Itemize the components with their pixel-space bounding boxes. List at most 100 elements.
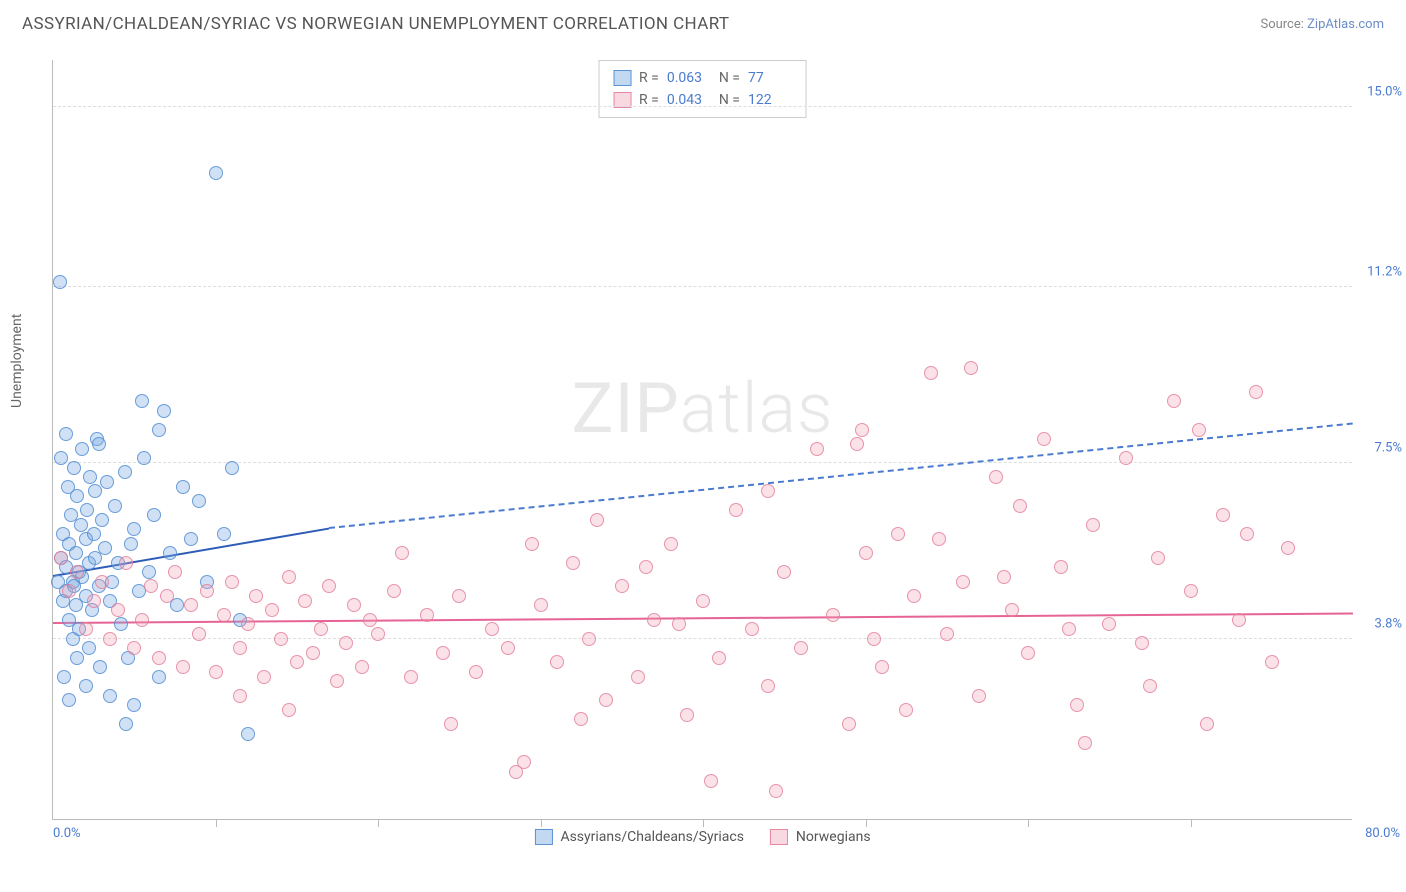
data-point — [599, 693, 613, 707]
data-point — [875, 660, 889, 674]
data-point — [163, 546, 177, 560]
data-point — [1102, 617, 1116, 631]
data-point — [290, 655, 304, 669]
data-point — [225, 575, 239, 589]
data-point — [184, 532, 198, 546]
x-tick — [378, 819, 379, 827]
trend-line — [329, 423, 1353, 529]
data-point — [168, 565, 182, 579]
data-point — [74, 518, 88, 532]
data-point — [127, 641, 141, 655]
data-point — [534, 598, 548, 612]
data-point — [59, 427, 73, 441]
data-point — [70, 565, 84, 579]
data-point — [1192, 423, 1206, 437]
y-axis-title: Unemployment — [9, 313, 25, 407]
data-point — [87, 527, 101, 541]
data-point — [314, 622, 328, 636]
data-point — [209, 166, 223, 180]
data-point — [972, 689, 986, 703]
x-axis-min-label: 0.0% — [53, 826, 81, 841]
data-point — [850, 437, 864, 451]
gridline — [53, 462, 1352, 463]
data-point — [404, 670, 418, 684]
legend-swatch-icon — [534, 829, 552, 845]
gridline — [53, 286, 1352, 287]
data-point — [80, 503, 94, 517]
data-point — [729, 503, 743, 517]
data-point — [118, 465, 132, 479]
data-point — [70, 489, 84, 503]
source-link[interactable]: ZipAtlas.com — [1307, 17, 1384, 32]
data-point — [93, 660, 107, 674]
data-point — [83, 470, 97, 484]
chart-title: ASSYRIAN/CHALDEAN/SYRIAC VS NORWEGIAN UN… — [22, 14, 729, 34]
data-point — [79, 679, 93, 693]
data-point — [1054, 560, 1068, 574]
data-point — [826, 608, 840, 622]
data-point — [54, 551, 68, 565]
data-point — [1037, 432, 1051, 446]
data-point — [87, 594, 101, 608]
data-point — [157, 404, 171, 418]
watermark: ZIPatlas — [572, 368, 834, 450]
data-point — [566, 556, 580, 570]
data-point — [95, 575, 109, 589]
y-tick-label: 11.2% — [1367, 265, 1402, 280]
data-point — [501, 641, 515, 655]
data-point — [192, 494, 206, 508]
plot-area: ZIPatlas Unemployment 0.0% 80.0% R = 0.0… — [52, 60, 1352, 820]
data-point — [70, 651, 84, 665]
gridline — [53, 106, 1352, 107]
data-point — [233, 641, 247, 655]
data-point — [217, 608, 231, 622]
data-point — [249, 589, 263, 603]
data-point — [647, 613, 661, 627]
x-tick — [541, 819, 542, 827]
data-point — [282, 703, 296, 717]
data-point — [550, 655, 564, 669]
data-point — [469, 665, 483, 679]
data-point — [615, 579, 629, 593]
data-point — [114, 617, 128, 631]
data-point — [1249, 385, 1263, 399]
x-tick — [703, 819, 704, 827]
data-point — [98, 541, 112, 555]
data-point — [899, 703, 913, 717]
data-point — [176, 480, 190, 494]
data-point — [509, 765, 523, 779]
data-point — [932, 532, 946, 546]
data-point — [100, 475, 114, 489]
data-point — [777, 565, 791, 579]
data-point — [891, 527, 905, 541]
series-legend: Assyrians/Chaldeans/Syriacs Norwegians — [534, 829, 870, 845]
data-point — [257, 670, 271, 684]
data-point — [639, 560, 653, 574]
x-tick — [1028, 819, 1029, 827]
data-point — [209, 665, 223, 679]
data-point — [152, 670, 166, 684]
data-point — [200, 584, 214, 598]
data-point — [95, 513, 109, 527]
data-point — [119, 556, 133, 570]
data-point — [1167, 394, 1181, 408]
data-point — [1021, 646, 1035, 660]
data-point — [137, 451, 151, 465]
data-point — [144, 579, 158, 593]
data-point — [664, 537, 678, 551]
data-point — [794, 641, 808, 655]
data-point — [282, 570, 296, 584]
data-point — [322, 579, 336, 593]
data-point — [152, 651, 166, 665]
data-point — [940, 627, 954, 641]
data-point — [420, 608, 434, 622]
data-point — [1119, 451, 1133, 465]
data-point — [79, 622, 93, 636]
x-axis-max-label: 80.0% — [1365, 826, 1400, 841]
data-point — [1135, 636, 1149, 650]
data-point — [1005, 603, 1019, 617]
data-point — [574, 712, 588, 726]
data-point — [82, 641, 96, 655]
legend-swatch-blue — [613, 70, 631, 86]
data-point — [444, 717, 458, 731]
